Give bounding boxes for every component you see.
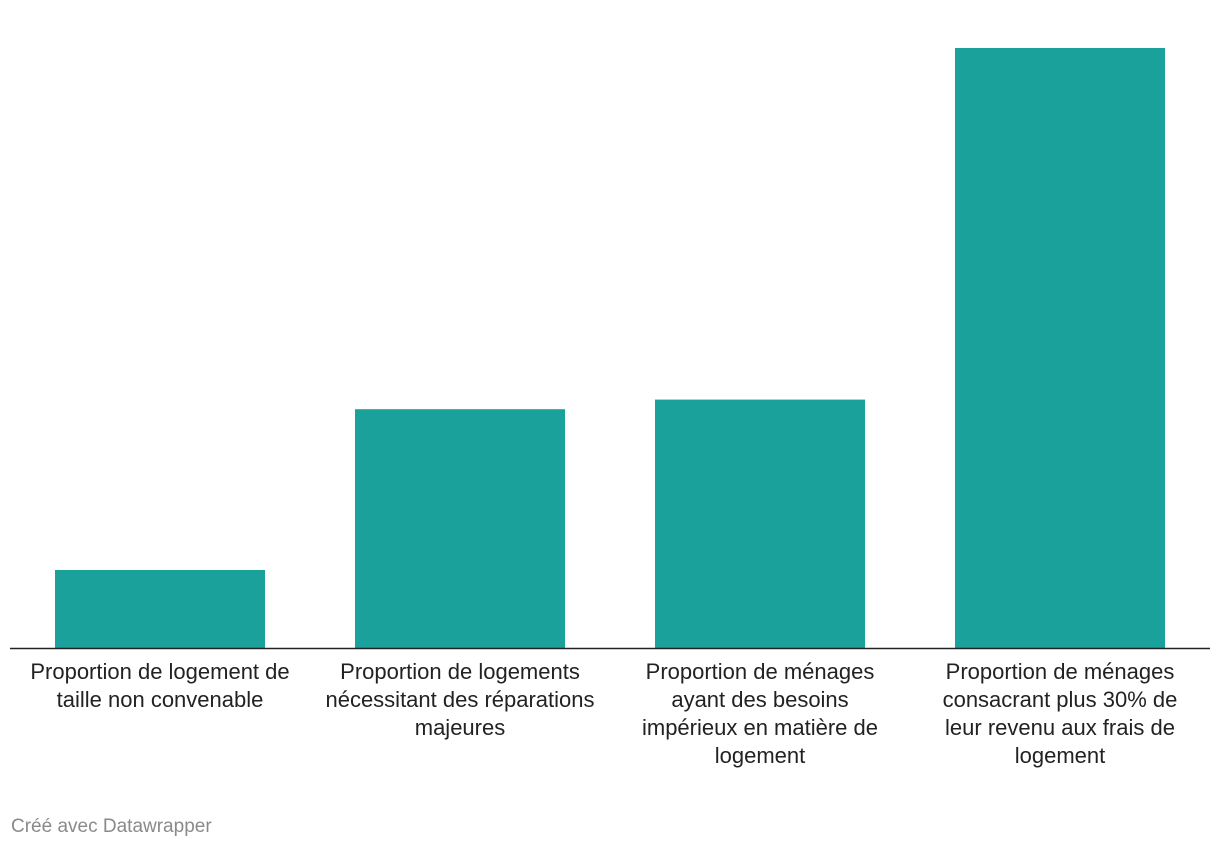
bar-1 [55, 570, 265, 648]
category-label-2: Proportion de logements nécessitant des … [325, 659, 595, 740]
bar-4 [955, 48, 1165, 648]
category-label-1: Proportion de logement de taille non con… [30, 659, 290, 712]
datawrapper-credit: Créé avec Datawrapper [11, 816, 212, 837]
bar-3 [655, 399, 865, 648]
category-label-4: Proportion de ménages consacrant plus 30… [942, 659, 1178, 768]
bar-2 [355, 409, 565, 648]
category-label-3: Proportion de ménages ayant des besoins … [641, 659, 878, 768]
